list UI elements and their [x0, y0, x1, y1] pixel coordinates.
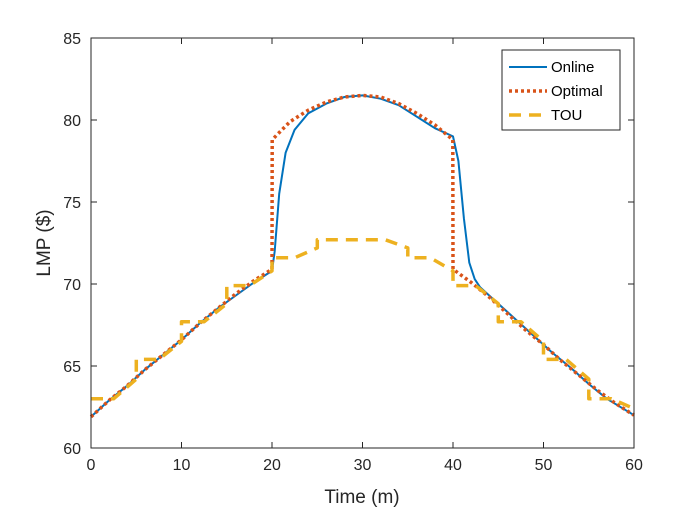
- x-tick-label: 40: [444, 457, 462, 474]
- y-tick-label: 65: [63, 359, 81, 376]
- x-tick-label: 20: [263, 457, 281, 474]
- y-tick-label: 60: [63, 441, 81, 458]
- plot-area: 0 10 20 30 40 50 60 60 65 70 75 80 85: [63, 31, 643, 474]
- x-tick-label: 10: [173, 457, 191, 474]
- x-axis-ticks: 0 10 20 30 40 50 60: [87, 38, 643, 474]
- series-layer: [89, 93, 635, 419]
- x-axis-label: Time (m): [324, 487, 399, 508]
- series-line-optimal: [89, 93, 635, 419]
- y-axis-ticks: 60 65 70 75 80 85: [63, 31, 634, 458]
- legend-label-online: Online: [551, 59, 594, 76]
- y-axis-label: LMP ($): [34, 209, 55, 276]
- y-tick-label: 70: [63, 277, 81, 294]
- x-tick-label: 50: [535, 457, 553, 474]
- y-tick-label: 75: [63, 195, 81, 212]
- series-line-tou: [91, 237, 635, 411]
- legend-label-tou: TOU: [551, 107, 582, 124]
- x-tick-label: 60: [625, 457, 643, 474]
- y-tick-label: 85: [63, 31, 81, 48]
- series-line-online: [90, 94, 635, 418]
- x-tick-label: 0: [87, 457, 96, 474]
- legend-label-optimal: Optimal: [551, 83, 603, 100]
- legend: Online Optimal TOU: [501, 49, 621, 131]
- y-tick-label: 80: [63, 113, 81, 130]
- x-tick-label: 30: [354, 457, 372, 474]
